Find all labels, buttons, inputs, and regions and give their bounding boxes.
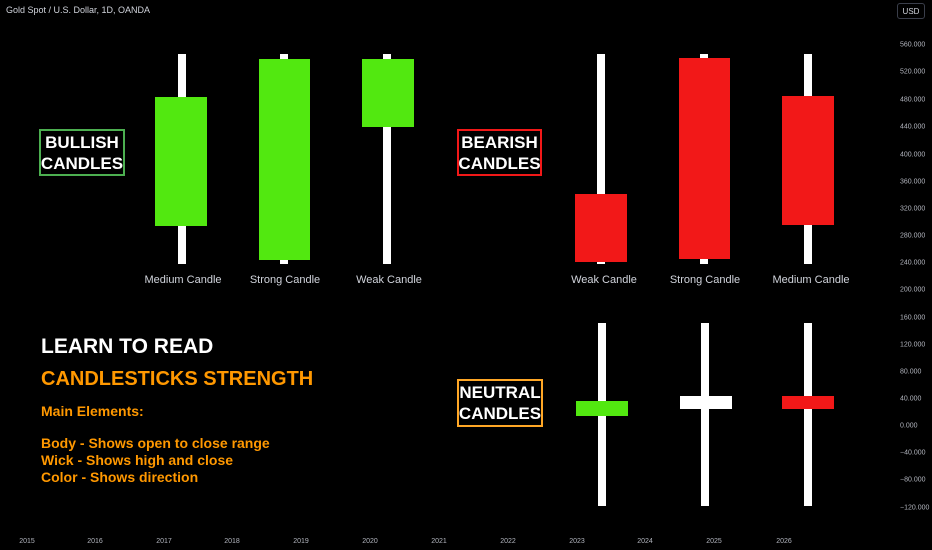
time-tick: 2025 (706, 538, 722, 545)
bearish-box-line1: BEARISH (461, 132, 538, 152)
price-tick: −120.000 (900, 504, 930, 512)
time-tick: 2020 (362, 538, 378, 545)
price-tick: 0.000 (900, 422, 918, 430)
candle-wick (383, 54, 391, 264)
bullish-candles-box: BULLISH CANDLES (39, 129, 125, 176)
candle-body (155, 97, 207, 226)
price-tick: 40.000 (900, 395, 922, 403)
time-tick: 2026 (776, 538, 792, 545)
time-tick: 2018 (224, 538, 240, 545)
neutral-candles-box: NEUTRAL CANDLES (457, 379, 543, 427)
candle-label: Medium Candle (772, 274, 850, 286)
symbol-title[interactable]: Gold Spot / U.S. Dollar, 1D, OANDA (6, 5, 151, 15)
price-tick: 440.000 (900, 123, 926, 131)
price-tick: 480.000 (900, 96, 926, 104)
currency-button[interactable]: USD (897, 3, 925, 19)
candle-body (576, 401, 628, 416)
time-tick: 2019 (293, 538, 309, 545)
neutral-box-line2: CANDLES (458, 404, 542, 423)
bullish-box-line2: CANDLES (40, 153, 124, 173)
candle-label: Strong Candle (249, 274, 321, 286)
price-tick: −80.000 (900, 476, 926, 484)
price-tick: −40.000 (900, 449, 926, 457)
price-tick: 360.000 (900, 178, 926, 186)
neutral-box-line1: NEUTRAL (459, 383, 541, 402)
price-tick: 320.000 (900, 205, 926, 213)
time-tick: 2015 (19, 538, 35, 545)
candle-wick (597, 54, 605, 264)
candle-label: Weak Candle (356, 274, 422, 286)
candle-label: Strong Candle (669, 274, 741, 286)
lesson-heading: LEARN TO READ (41, 335, 214, 358)
candle-body (679, 58, 730, 259)
price-tick: 80.000 (900, 368, 922, 376)
price-tick: 560.000 (900, 41, 926, 49)
time-tick: 2017 (156, 538, 172, 545)
price-tick: 280.000 (900, 232, 926, 240)
candle-wick (701, 323, 709, 506)
time-tick: 2021 (431, 538, 447, 545)
price-tick: 240.000 (900, 259, 926, 267)
price-tick: 160.000 (900, 314, 926, 322)
lesson-elements-title: Main Elements: (41, 403, 144, 419)
bullish-box-line1: BULLISH (45, 132, 119, 152)
candle-body (575, 194, 627, 262)
candle-body (259, 59, 310, 260)
lesson-item-wick: Wick - Shows high and close (41, 452, 234, 468)
bearish-candles-box: BEARISH CANDLES (457, 129, 542, 176)
candle-body (680, 396, 732, 409)
price-tick: 120.000 (900, 341, 926, 349)
bearish-box-line2: CANDLES (458, 153, 541, 173)
price-tick: 400.000 (900, 151, 926, 159)
lesson-item-color: Color - Shows direction (41, 469, 199, 485)
price-tick: 200.000 (900, 286, 926, 294)
candle-label: Weak Candle (571, 274, 637, 286)
time-tick: 2016 (87, 538, 103, 545)
candle-wick (804, 323, 812, 506)
time-tick: 2022 (500, 538, 516, 545)
time-tick: 2024 (637, 538, 653, 545)
lesson-subheading: CANDLESTICKS STRENGTH (41, 368, 314, 390)
price-tick: 520.000 (900, 68, 926, 76)
candle-label: Medium Candle (144, 274, 222, 286)
lesson-item-body: Body - Shows open to close range (41, 435, 270, 451)
candle-body (362, 59, 414, 127)
candle-body (782, 396, 834, 409)
time-tick: 2023 (569, 538, 585, 545)
candle-body (782, 96, 834, 225)
